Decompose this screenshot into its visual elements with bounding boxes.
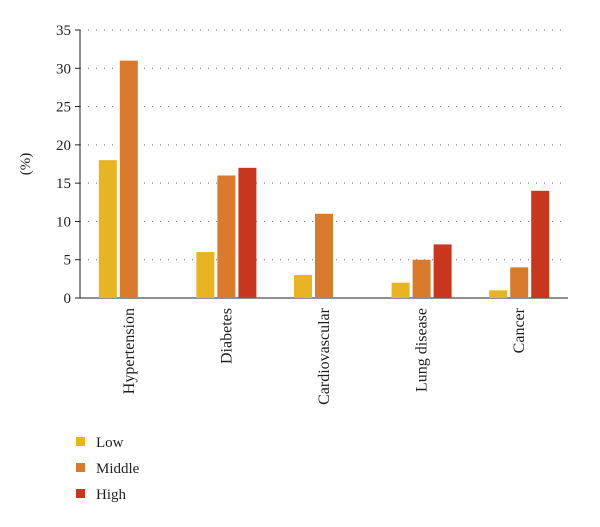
legend-label-low: Low [96,435,124,451]
bar-middle-cardiovascular [315,213,333,298]
bar-low-lung-disease [391,282,410,298]
legend-label-high: High [96,487,127,503]
y-tick-label: 10 [56,214,71,230]
y-tick-label: 20 [56,138,71,154]
y-axis-ticks: 0 5 10 15 20 25 30 35 [56,23,80,307]
x-tick-label: Cancer [511,307,528,353]
bar-high-lung-disease [433,244,452,298]
bar-middle-lung-disease [412,259,431,298]
x-tick-label: Cardiovascular [316,307,333,405]
y-axis-label: (%) [18,153,34,176]
category-labels: Hypertension Diabetes Cardiovascular Lung d… [121,307,528,405]
x-tick-label: Hypertension [121,308,138,394]
legend-swatch-low [76,437,85,446]
legend: Low Middle High [76,435,140,503]
bar-middle-cancer [510,267,529,298]
bar-high-cancer [531,190,550,298]
bars [98,60,550,298]
bar-middle-diabetes [217,175,236,298]
bar-low-diabetes [196,252,215,298]
x-tick-label: Lung disease [414,308,431,392]
y-tick-label: 0 [64,291,72,307]
bar-high-diabetes [238,167,257,298]
y-tick-label: 15 [56,176,71,192]
bar-middle-hypertension [119,60,138,298]
y-tick-label: 35 [56,23,71,39]
legend-label-middle: Middle [96,461,140,477]
bar-low-cardiovascular [294,275,312,298]
bar-low-cancer [489,290,508,298]
legend-swatch-high [76,489,85,498]
y-tick-label: 25 [56,100,71,116]
legend-swatch-middle [76,463,85,472]
bar-low-hypertension [98,160,117,298]
x-tick-label: Diabetes [218,308,235,364]
y-tick-label: 5 [64,253,72,269]
y-tick-label: 30 [56,61,71,77]
